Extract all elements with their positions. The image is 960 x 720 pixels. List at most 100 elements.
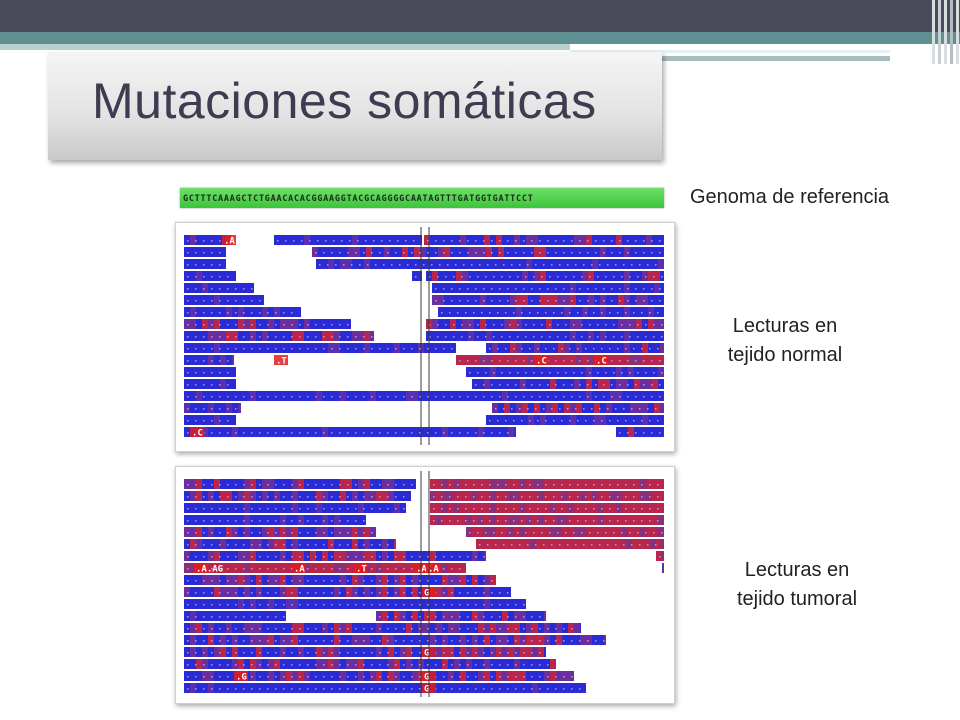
read-base (478, 235, 484, 245)
read-texture-dot (605, 336, 607, 338)
read-base (430, 427, 436, 437)
read-base (268, 527, 274, 537)
read-texture-dot (451, 348, 453, 350)
read-base (298, 515, 304, 525)
read-texture-dot (611, 288, 613, 290)
read-texture-dot (211, 544, 213, 546)
read-base (628, 427, 634, 437)
read-texture-dot (243, 652, 245, 654)
read-base (298, 635, 304, 645)
read-base (662, 563, 664, 573)
read-texture-dot (573, 336, 575, 338)
read-texture-dot (553, 420, 555, 422)
read-base (364, 343, 370, 353)
read-texture-dot (299, 496, 301, 498)
read-texture-dot (539, 300, 541, 302)
read-texture-dot (211, 688, 213, 690)
read-texture-dot (539, 288, 541, 290)
read-texture-dot (275, 496, 277, 498)
read-base (190, 415, 196, 425)
read-base (340, 551, 346, 561)
read-texture-dot (555, 288, 557, 290)
read-base (640, 491, 646, 501)
read-base (606, 319, 612, 329)
read-base (190, 259, 196, 269)
read-texture-dot (503, 264, 505, 266)
read-texture-dot (403, 508, 405, 510)
read-texture-dot (625, 508, 627, 510)
read-texture-dot (453, 324, 455, 326)
read-texture-dot (363, 532, 365, 534)
read-base (490, 599, 496, 609)
read-texture-dot (657, 312, 659, 314)
read-texture-dot (601, 508, 603, 510)
read-texture-dot (363, 508, 365, 510)
read-base (316, 343, 322, 353)
read-base (550, 623, 556, 633)
read-texture-dot (661, 532, 663, 534)
read-base (454, 575, 460, 585)
read-texture-dot (433, 508, 435, 510)
read-base (478, 587, 484, 597)
read-texture-dot (501, 276, 503, 278)
read-base (202, 271, 208, 281)
read-texture-dot (259, 336, 261, 338)
read-texture-dot (251, 324, 253, 326)
read-base (388, 551, 394, 561)
read-base (298, 659, 304, 669)
read-base (562, 479, 568, 489)
read-base (196, 307, 202, 317)
read-base (196, 503, 202, 513)
read-texture-dot (275, 664, 277, 666)
read-base (490, 491, 496, 501)
read-base (648, 307, 654, 317)
read-base (250, 599, 256, 609)
read-texture-dot (655, 408, 657, 410)
read-base (586, 479, 592, 489)
read-texture-dot (307, 396, 309, 398)
read-texture-dot (515, 252, 517, 254)
read-texture-dot (267, 496, 269, 498)
read-base (538, 391, 544, 401)
read-base (538, 503, 544, 513)
read-base (292, 587, 298, 597)
read-base (432, 331, 438, 341)
read-texture-dot (493, 372, 495, 374)
read-texture-dot (195, 556, 197, 558)
read-base (322, 575, 328, 585)
read-base (478, 635, 484, 645)
read-texture-dot (403, 640, 405, 642)
variant-base-label: .A (224, 237, 235, 247)
read-texture-dot (227, 568, 229, 570)
read-base (370, 563, 376, 573)
read-base (226, 623, 232, 633)
read-base (322, 659, 328, 669)
read-base (442, 343, 448, 353)
read-texture-dot (575, 264, 577, 266)
read-texture-dot (521, 484, 523, 486)
read-base (390, 247, 396, 257)
read-texture-dot (283, 604, 285, 606)
read-texture-dot (339, 676, 341, 678)
read-base (358, 623, 364, 633)
read-base (484, 235, 490, 245)
read-base (606, 355, 612, 365)
read-base (370, 479, 376, 489)
read-base (466, 611, 472, 621)
read-base (564, 415, 570, 425)
read-base (544, 515, 550, 525)
read-texture-dot (227, 276, 229, 278)
read-texture-dot (435, 664, 437, 666)
read-base (238, 403, 241, 413)
read-base (388, 623, 394, 633)
read-texture-dot (411, 676, 413, 678)
read-base (514, 599, 520, 609)
read-base (508, 427, 514, 437)
read-texture-dot (389, 240, 391, 242)
read-base (624, 403, 630, 413)
read-texture-dot (513, 496, 515, 498)
read-texture-dot (657, 496, 659, 498)
read-texture-dot (235, 640, 237, 642)
read-base (472, 515, 478, 525)
read-base (244, 599, 250, 609)
